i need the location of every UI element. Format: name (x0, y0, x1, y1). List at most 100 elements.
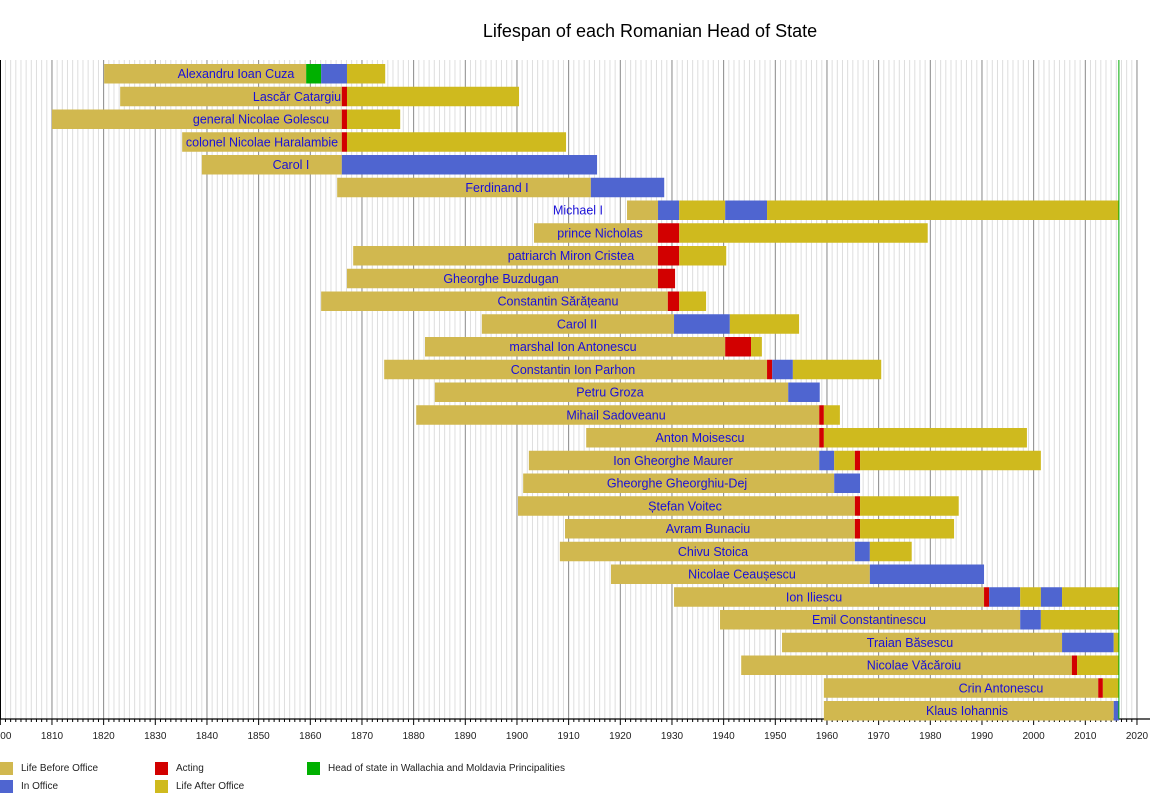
bar-segment-office (321, 64, 347, 84)
bar-segment-after (751, 337, 762, 357)
row-label: Gheorghe Gheorghiu-Dej (607, 477, 747, 491)
bar-segment-after (860, 519, 955, 539)
bar-segment-acting (341, 109, 347, 129)
bar-segment-before (559, 541, 855, 562)
bar-segment-office (1062, 632, 1114, 653)
bar-segment-before (565, 519, 855, 539)
row-label: Lascăr Catargiu (253, 90, 341, 104)
row-label: Anton Moisescu (656, 431, 745, 445)
bar-segment-after (729, 314, 800, 334)
x-tick-label: 1850 (248, 731, 271, 742)
x-tick-label: 2010 (1074, 731, 1097, 742)
legend-swatch (307, 762, 320, 775)
bar-segment-office (819, 450, 835, 471)
bar-segment-before (416, 405, 820, 425)
row-label: Ferdinand I (465, 181, 528, 195)
row-label: Chivu Stoica (678, 545, 748, 559)
x-tick-label: 1930 (661, 731, 684, 742)
bar-segment-before (425, 337, 726, 357)
bar-segment-after (860, 496, 959, 516)
bar-segment-acting (767, 359, 773, 380)
row-label: Mihail Sadoveanu (566, 408, 665, 422)
bar-segment-before (611, 564, 870, 584)
row-label: Nicolae Ceaușescu (688, 568, 796, 582)
row-label: Ștefan Voitec (648, 499, 722, 513)
bar-segment-before (346, 268, 659, 289)
bar-segment-before (823, 701, 1114, 721)
row-label: Ion Iliescu (786, 590, 842, 604)
legend-label: Life Before Office (21, 763, 99, 774)
bar-segment-acting (658, 223, 680, 243)
row-label: Ion Gheorghe Maurer (613, 454, 733, 468)
row-label: Constantin Ion Parhon (511, 363, 635, 377)
bar-segment-after (1040, 610, 1119, 630)
bar-segment-before (337, 177, 591, 198)
x-tick-label: 1890 (454, 731, 477, 742)
bar-segment-before (523, 473, 835, 493)
x-tick-label: 1920 (609, 731, 632, 742)
row-label: Constantin Sărățeanu (498, 295, 619, 309)
x-tick-label: 1960 (816, 731, 839, 742)
legend-label: Life After Office (176, 781, 245, 792)
row-label: Carol II (557, 317, 597, 331)
bar-segment-acting (854, 519, 861, 539)
bar-segment-before (586, 428, 820, 448)
bar-segment-before (120, 86, 342, 107)
row-label: Alexandru Ioan Cuza (178, 67, 295, 81)
bar-segment-after (679, 291, 707, 311)
row-label: marshal Ion Antonescu (509, 340, 636, 354)
x-tick-label: 1970 (868, 731, 891, 742)
bar-segment-before (353, 246, 659, 266)
bar-segment-acting (667, 291, 680, 311)
bar-segment-after (1062, 587, 1119, 607)
row-label: Avram Bunaciu (666, 522, 751, 536)
bar-segment-after (823, 428, 1027, 448)
bar-segment-acting (1071, 655, 1078, 675)
x-tick-label: 2020 (1126, 731, 1149, 742)
x-tick-label: 1800 (0, 731, 12, 742)
bar-segment-office (772, 359, 793, 380)
bar-segment-principalities (306, 64, 322, 84)
legend-swatch (155, 780, 168, 793)
chart-title: Lifespan of each Romanian Head of State (482, 21, 818, 41)
bar-segment-acting (1098, 678, 1103, 698)
bar-segment-after (834, 450, 855, 471)
x-tick-label: 1950 (764, 731, 787, 742)
row-label: Emil Constantinescu (812, 613, 926, 627)
bar-segment-acting (819, 405, 824, 425)
bar-segment-after (860, 450, 1041, 471)
bar-segment-before (627, 200, 659, 220)
row-label: patriarch Miron Cristea (508, 249, 634, 263)
bar-segment-before (518, 496, 855, 516)
bar-segment-after (346, 132, 567, 152)
bar-segment-office (590, 177, 665, 198)
legend-acting: Acting (155, 762, 204, 775)
bar-segment-acting (984, 587, 990, 607)
bar-segment-acting (854, 450, 861, 471)
bar-segment-after (792, 359, 882, 380)
row-label: general Nicolae Golescu (193, 113, 329, 127)
legend-office: In Office (0, 780, 58, 793)
bar-segment-before (104, 64, 307, 84)
bar-segment-office (788, 382, 820, 402)
bar-segment-after (767, 200, 1119, 220)
bar-segment-office (1020, 610, 1041, 630)
bar-segment-office (658, 200, 680, 220)
row-label: Crin Antonescu (959, 681, 1044, 695)
bar-segment-before (51, 109, 342, 129)
legend-label: In Office (21, 781, 59, 792)
bar-segment-office (1113, 701, 1119, 721)
bar-segment-acting (658, 268, 676, 289)
row-label: Michael I (553, 204, 603, 218)
bar-segment-before (201, 155, 342, 175)
legend-swatch (155, 762, 168, 775)
bar-segment-after (679, 223, 928, 243)
bar-segment-before (321, 291, 668, 311)
x-tick-label: 1810 (41, 731, 64, 742)
bar-segment-after (1102, 678, 1119, 698)
row-label: Klaus Iohannis (926, 704, 1008, 718)
bar-segment-before (534, 223, 659, 243)
bar-segment-before (720, 610, 1021, 630)
row-label: Nicolae Văcăroiu (867, 659, 962, 673)
